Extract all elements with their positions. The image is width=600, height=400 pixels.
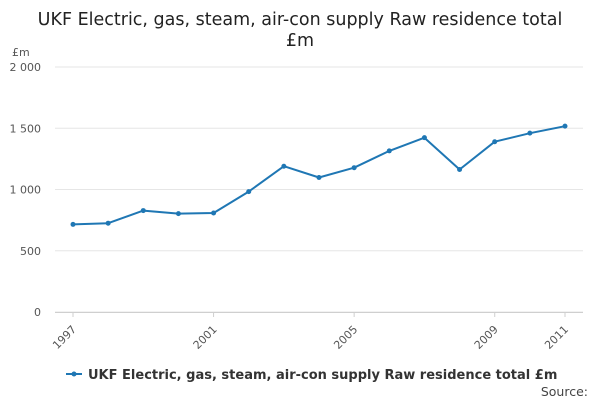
data-point bbox=[175, 211, 181, 217]
x-tick-label: 1997 bbox=[50, 323, 79, 352]
y-gridlines bbox=[55, 66, 583, 313]
y-tick-label: 2 000 bbox=[10, 61, 42, 74]
chart-title-line-2: £m bbox=[286, 31, 314, 51]
data-point bbox=[211, 210, 217, 216]
data-point bbox=[246, 189, 252, 195]
data-point bbox=[351, 165, 357, 171]
y-axis-unit-label: £m bbox=[12, 46, 30, 59]
y-tick-label: 500 bbox=[20, 245, 41, 258]
data-point bbox=[457, 167, 463, 173]
x-tick-label: 2001 bbox=[191, 323, 220, 352]
data-point bbox=[492, 139, 498, 145]
y-tick-label: 1 000 bbox=[10, 184, 42, 197]
y-axis-ticks: 0 500 1 000 1 500 2 000 bbox=[10, 61, 42, 319]
y-tick-label: 0 bbox=[34, 306, 41, 319]
y-tick-label: 1 500 bbox=[10, 122, 42, 135]
source-label: Source: bbox=[541, 384, 588, 399]
data-point bbox=[281, 163, 287, 169]
data-point bbox=[105, 220, 111, 226]
chart-title-line-1: UKF Electric, gas, steam, air-con supply… bbox=[38, 10, 563, 30]
data-point bbox=[140, 208, 146, 214]
series-group bbox=[70, 123, 568, 227]
data-point bbox=[527, 130, 533, 136]
data-point bbox=[562, 123, 568, 129]
x-tick-label: 2005 bbox=[331, 323, 360, 352]
x-tick-label: 2009 bbox=[472, 323, 501, 352]
legend: UKF Electric, gas, steam, air-con supply… bbox=[66, 368, 557, 383]
data-point bbox=[70, 221, 76, 227]
data-point bbox=[421, 135, 427, 141]
data-point bbox=[386, 148, 392, 154]
legend-label: UKF Electric, gas, steam, air-con supply… bbox=[88, 368, 557, 383]
data-point bbox=[316, 174, 322, 180]
legend-marker bbox=[71, 371, 77, 377]
x-tick-label: 2011 bbox=[542, 323, 571, 352]
x-axis: 1997 2001 2005 2009 2011 bbox=[50, 312, 583, 352]
